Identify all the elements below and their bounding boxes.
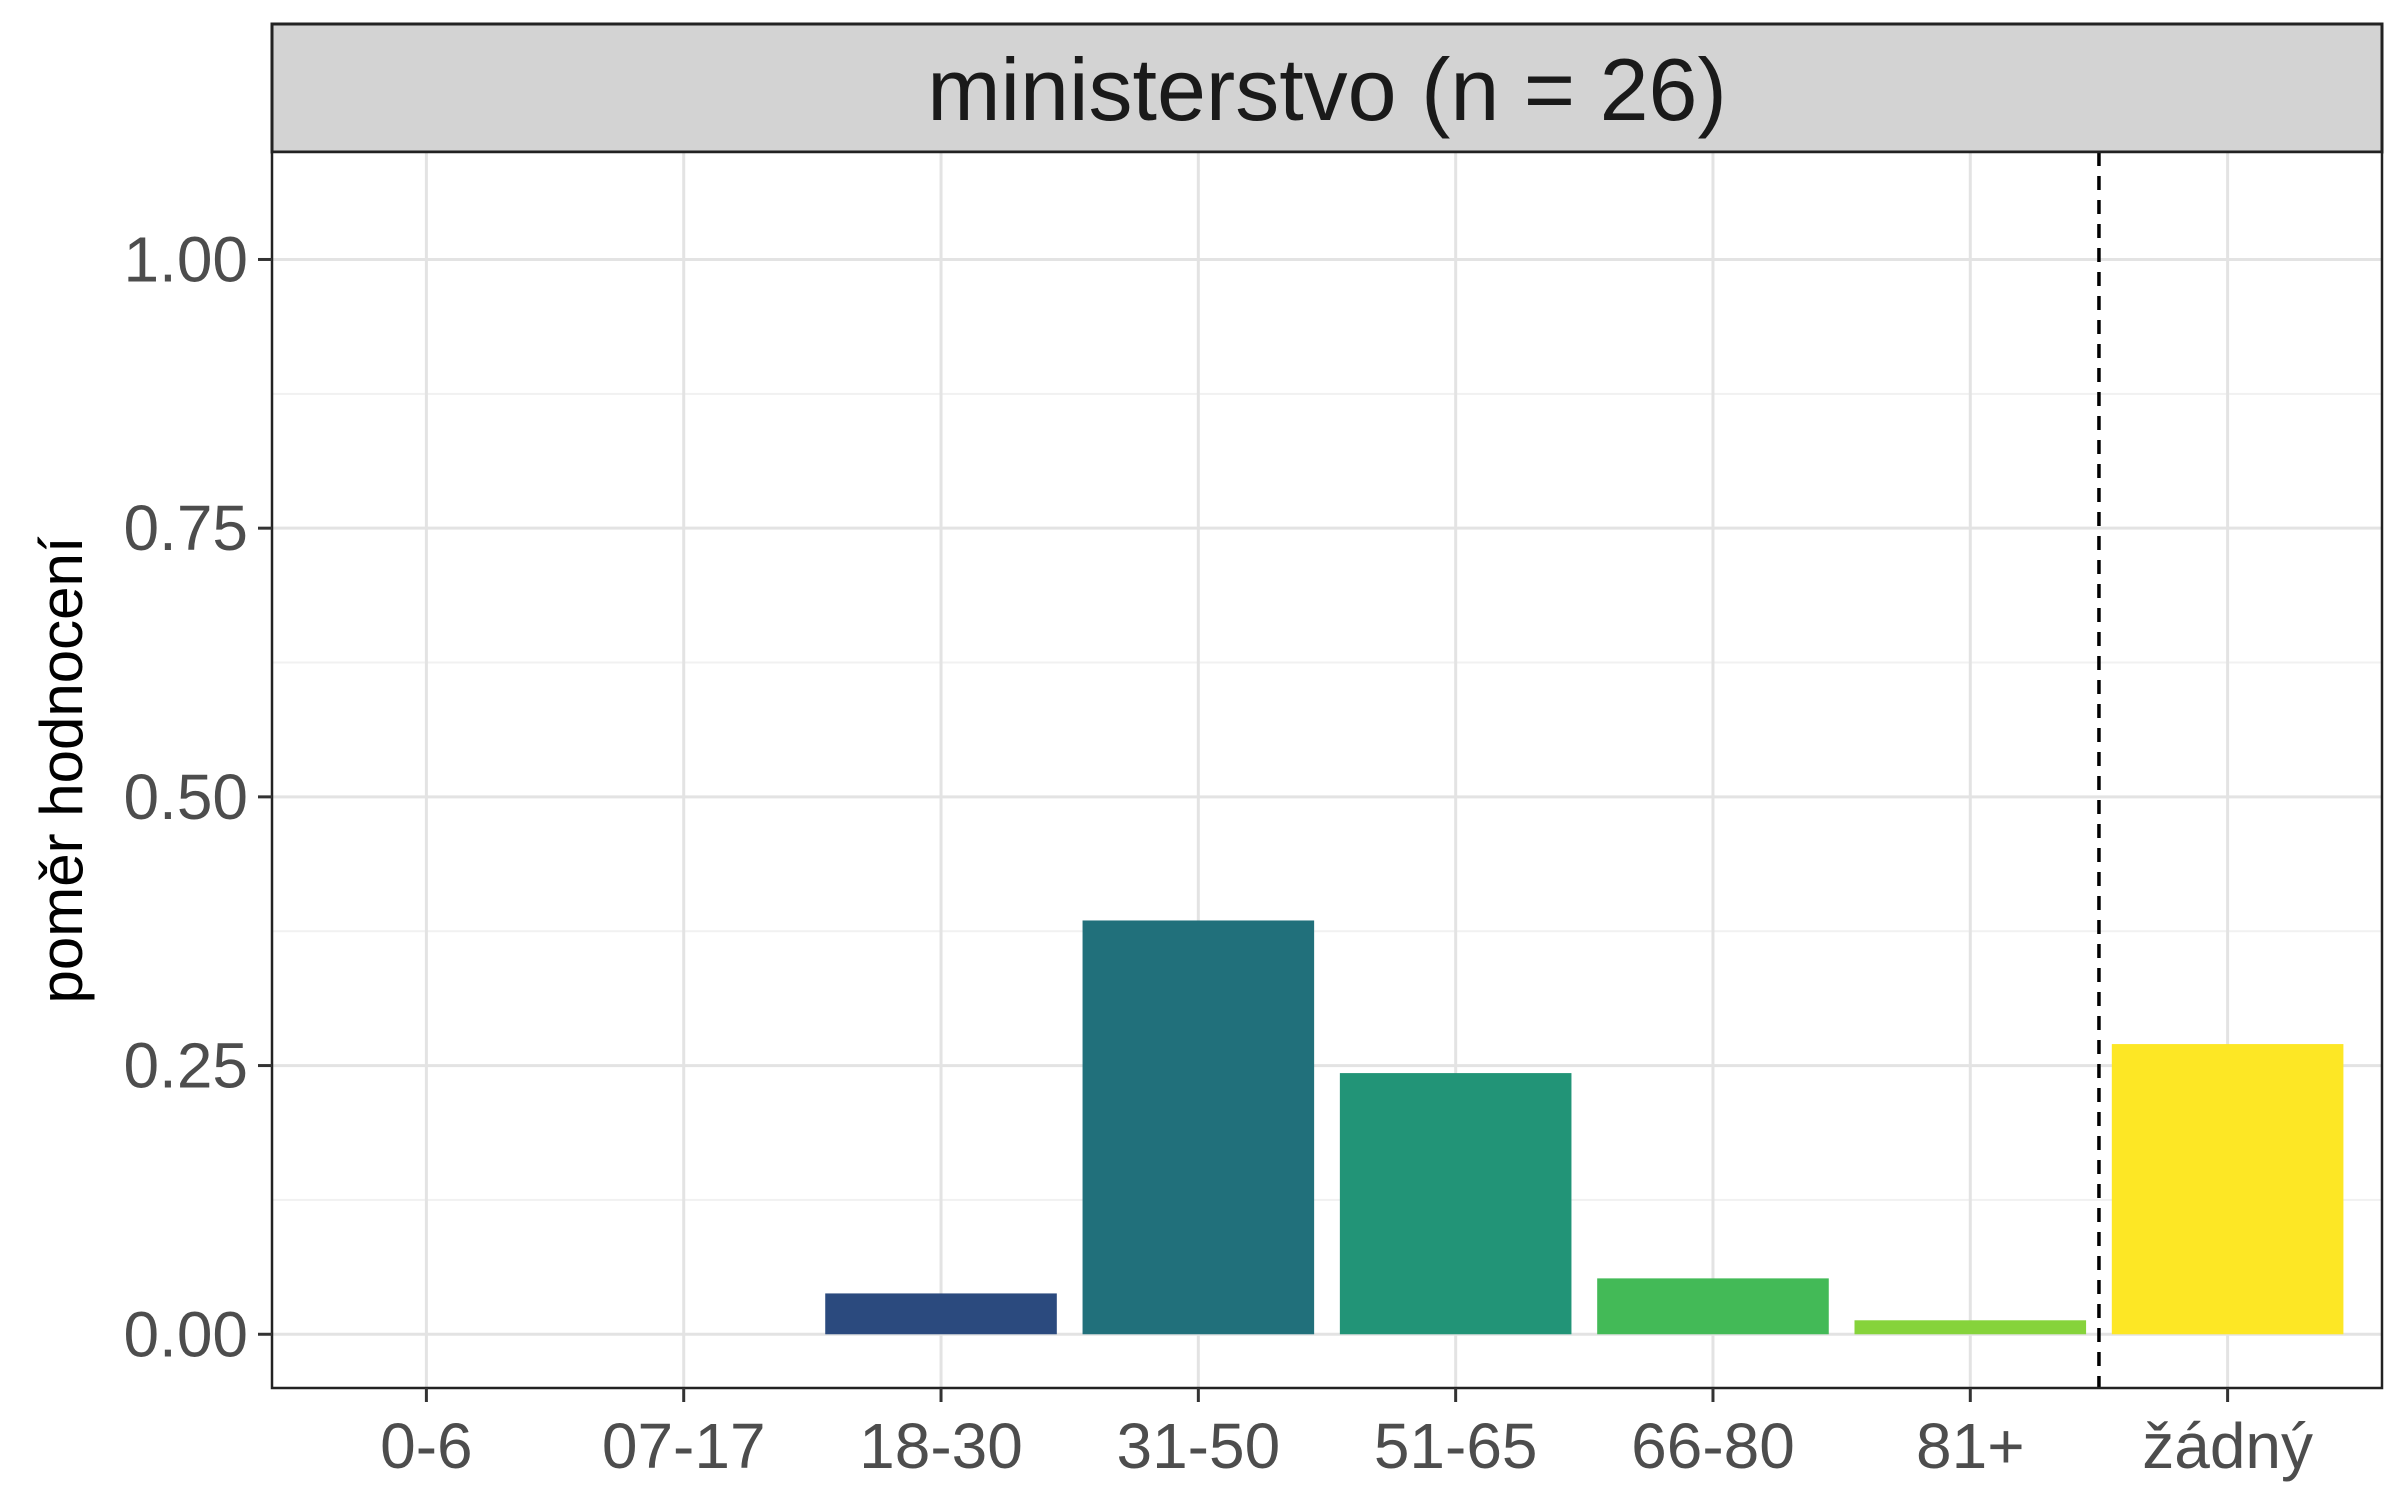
bar-žádný (2111, 1044, 2344, 1335)
y-tick-label: 0.25 (123, 1030, 248, 1102)
y-axis: 0.00 0.25 0.50 0.75 1.00 (123, 223, 272, 1370)
y-tick-label: 0.50 (123, 761, 248, 833)
panel-border (270, 150, 2384, 1390)
facet-strip (270, 22, 2384, 154)
bar-31-50 (1082, 920, 1315, 1335)
x-tick-label: žádný (2142, 1410, 2313, 1482)
x-tick-label: 51-65 (1374, 1410, 1538, 1482)
bar-51-65 (1339, 1073, 1572, 1335)
x-tick-label: 66-80 (1631, 1410, 1795, 1482)
x-tick-label: 18-30 (859, 1410, 1023, 1482)
bars (825, 920, 2344, 1335)
x-tick-label: 81+ (1916, 1410, 2025, 1482)
bar-18-30 (825, 1293, 1057, 1335)
grid-lines (272, 152, 2382, 1388)
y-tick-label: 0.75 (123, 492, 248, 564)
x-tick-label: 07-17 (602, 1410, 766, 1482)
x-tick-label: 31-50 (1116, 1410, 1280, 1482)
plot-panel (272, 152, 2382, 1388)
bar-66-80 (1597, 1278, 1829, 1335)
y-tick-label: 0.00 (123, 1298, 248, 1370)
y-axis-label: poměr hodnocení (28, 536, 95, 1003)
bar-81+ (1854, 1320, 2087, 1335)
facet-title: ministerstvo (n = 26) (927, 40, 1727, 139)
x-tick-label: 0-6 (380, 1410, 473, 1482)
x-axis: 0-6 07-17 18-30 31-50 51-65 66-80 81+ žádný (380, 1388, 2313, 1482)
y-tick-label: 1.00 (123, 223, 248, 295)
